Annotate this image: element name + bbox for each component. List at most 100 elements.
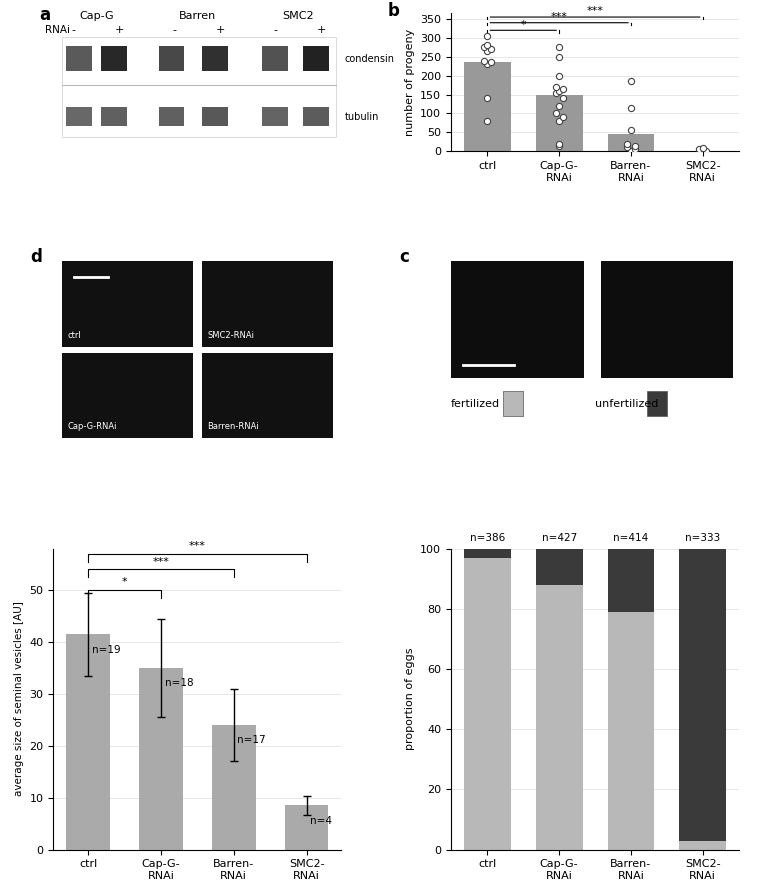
Point [700,143,712,158]
Y-axis label: proportion of eggs: proportion of eggs [405,648,415,750]
Bar [202,107,228,127]
Text: n=19: n=19 [92,644,120,655]
Point [625,123,637,137]
Text: Barren: Barren [179,11,216,20]
Bar [62,261,193,347]
Text: Cap-G-RNAi: Cap-G-RNAi [68,422,117,431]
Text: SMC2-RNAi: SMC2-RNAi [207,330,255,340]
Bar [503,391,523,416]
Bar [607,549,655,612]
Text: -: - [172,25,176,35]
Text: fertilized: fertilized [451,398,500,409]
Bar [66,635,110,850]
Bar [158,107,184,127]
Bar [262,107,288,127]
Bar [101,107,126,127]
Point [553,99,565,113]
Point [482,29,494,43]
Point [553,114,565,128]
Text: n=4: n=4 [310,816,332,826]
Text: Barren-RNAi: Barren-RNAi [207,422,259,431]
Bar [451,261,584,378]
Text: b: b [388,3,399,20]
Bar [285,805,328,850]
Bar [303,107,328,127]
Point [621,136,633,150]
Bar [158,46,184,71]
Point [482,44,494,58]
Text: ***: *** [189,541,206,551]
Point [557,91,569,105]
Point [482,58,494,72]
Bar [303,46,328,71]
Point [553,136,565,150]
Point [549,80,562,94]
Text: n=427: n=427 [542,533,577,543]
Bar [600,261,733,378]
Bar [647,391,667,416]
Text: d: d [30,249,42,266]
Point [478,53,490,67]
Bar [464,558,511,850]
Bar [536,95,582,151]
Bar [101,46,126,71]
Bar [139,668,183,850]
Point [625,144,637,158]
Point [482,114,494,128]
Bar [262,46,288,71]
Text: unfertilized: unfertilized [595,398,658,409]
Y-axis label: number of progeny: number of progeny [405,28,415,136]
Bar [607,135,655,151]
Point [549,106,562,120]
Text: tubulin: tubulin [344,112,379,122]
Text: -: - [72,25,75,35]
Text: condensin: condensin [344,54,395,64]
Bar [202,261,333,347]
Bar [212,725,255,850]
Point [553,68,565,82]
Text: ***: *** [152,557,169,566]
Point [557,81,569,96]
Text: ctrl: ctrl [68,330,82,340]
Text: n=333: n=333 [685,533,720,543]
Y-axis label: average size of seminal vesicles [AU]: average size of seminal vesicles [AU] [14,602,24,796]
Text: a: a [39,6,50,25]
Text: ***: *** [551,12,568,22]
Bar [680,549,726,841]
Point [482,38,494,52]
Text: SMC2: SMC2 [283,11,314,20]
Bar [464,63,511,151]
Text: RNAi: RNAi [45,25,69,35]
Bar [607,612,655,850]
Text: -: - [274,25,277,35]
Point [549,86,562,100]
Bar [66,46,92,71]
Point [629,139,641,153]
Point [553,40,565,54]
Point [693,142,705,157]
Bar [202,353,333,438]
Point [621,141,633,155]
Text: n=17: n=17 [238,735,266,745]
Text: n=414: n=414 [613,533,648,543]
Point [553,50,565,64]
Bar [464,549,511,558]
Text: *: * [122,577,127,588]
Text: c: c [399,249,409,266]
Bar [536,585,582,850]
Text: +: + [115,25,124,35]
Bar [536,549,582,585]
Text: Cap-G: Cap-G [79,11,114,20]
Text: ***: *** [587,6,604,16]
Point [482,91,494,105]
Bar [66,107,92,127]
Text: n=386: n=386 [470,533,505,543]
Point [485,56,497,70]
Bar [62,37,336,137]
Point [625,101,637,115]
Text: *: * [520,19,526,29]
Point [557,110,569,124]
Point [696,142,709,156]
Point [485,42,497,57]
Point [629,142,641,157]
